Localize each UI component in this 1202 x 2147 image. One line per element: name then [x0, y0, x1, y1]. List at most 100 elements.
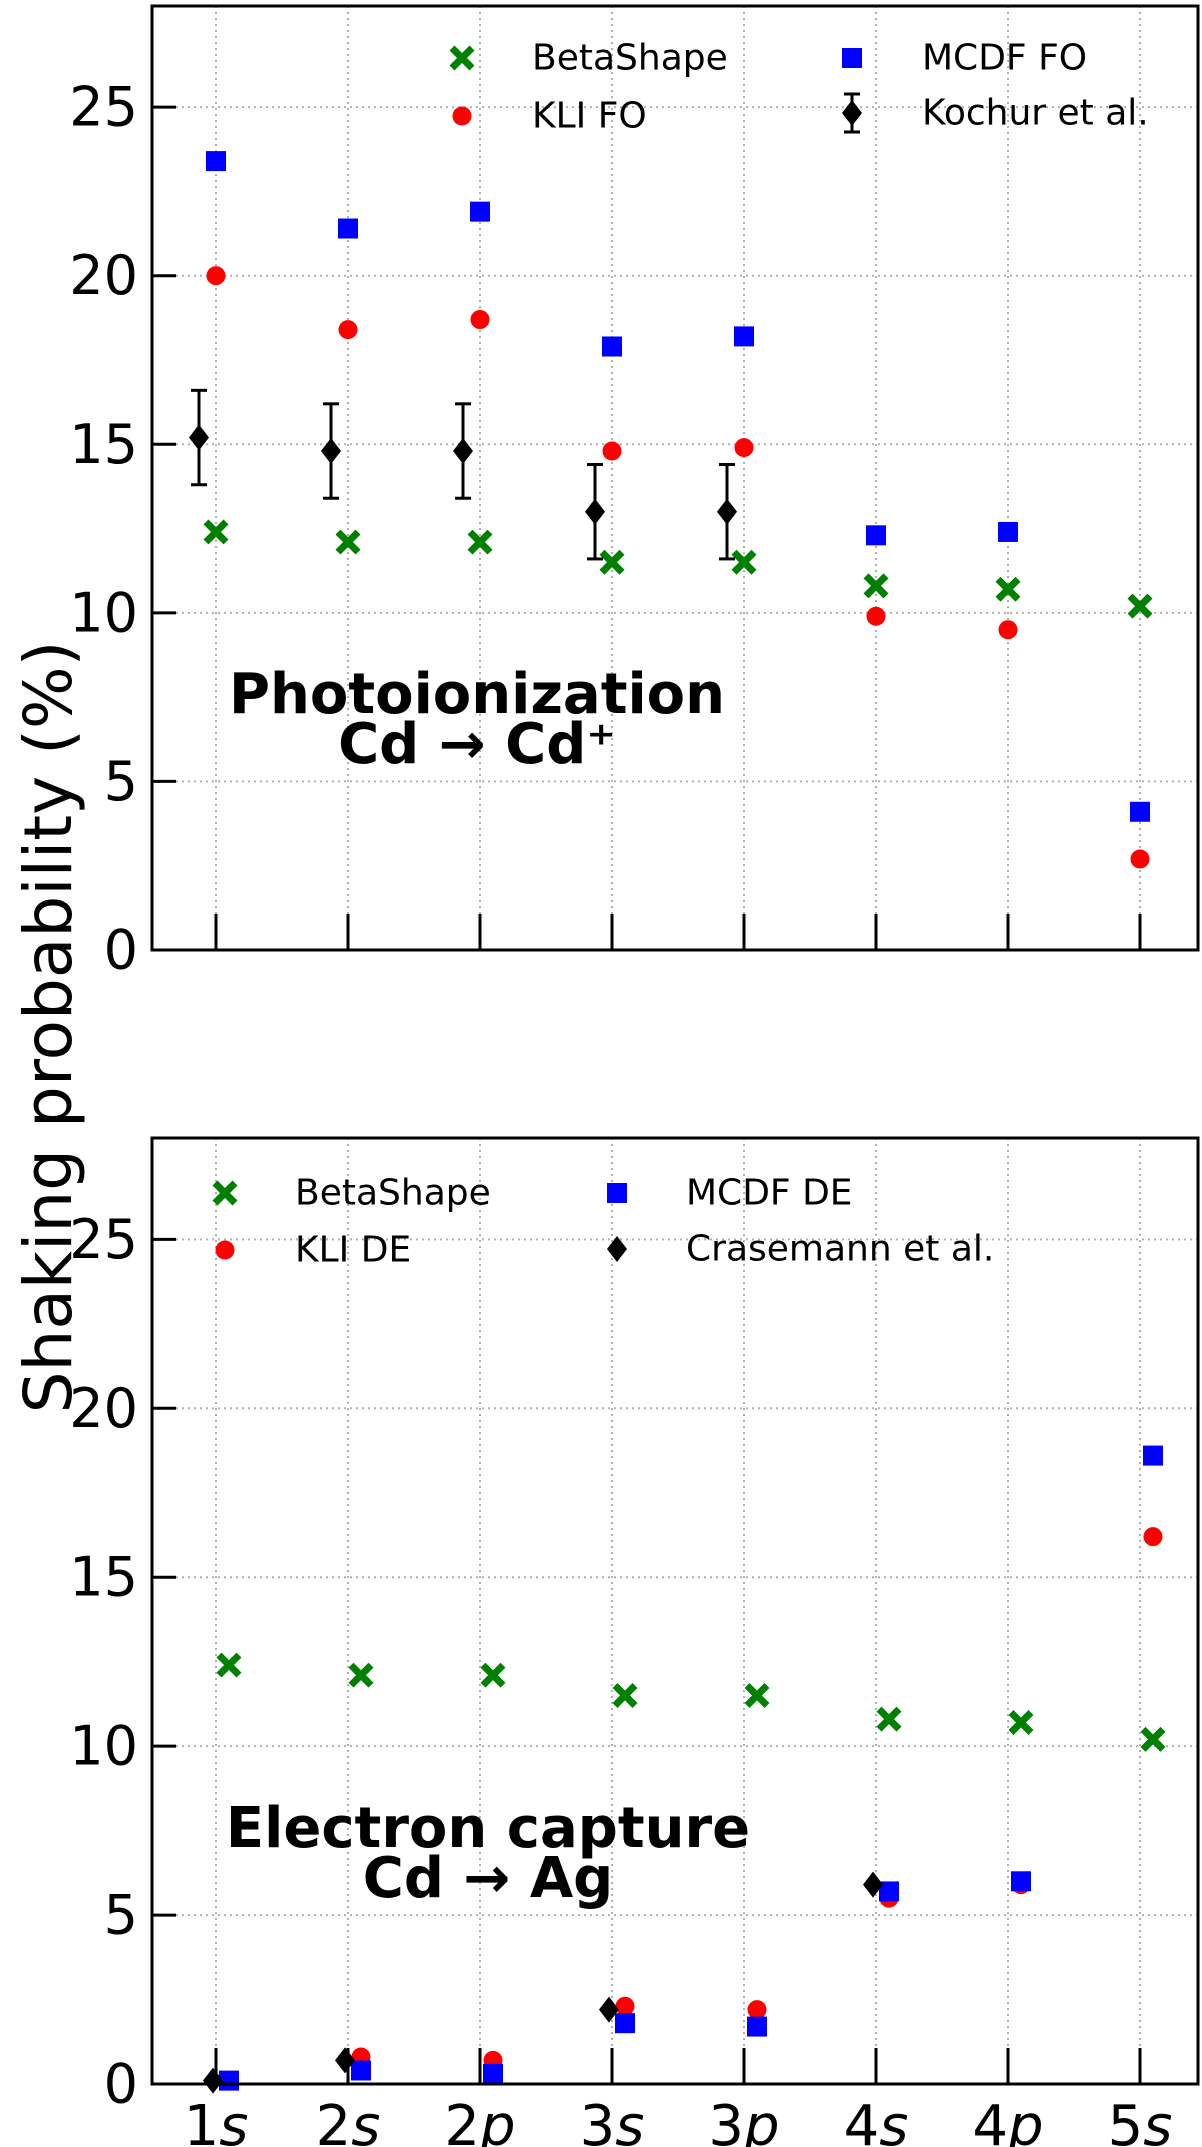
- legend-label-mcdf: MCDF FO: [922, 38, 1087, 79]
- x-tick-label: 2p: [444, 2094, 515, 2147]
- mcdf-point: [879, 1881, 899, 1902]
- legend-marker-exp: [842, 100, 862, 126]
- y-tick-label: 25: [69, 76, 138, 139]
- betashape-point: [599, 549, 625, 575]
- series-kli: [219, 1527, 1163, 2091]
- mcdf-point: [734, 326, 754, 347]
- exp-point: [717, 498, 737, 525]
- mcdf-point: [219, 2070, 239, 2091]
- kli-point: [615, 1996, 635, 2016]
- legend-marker-mcdf: [607, 1183, 627, 1203]
- exp-point: [335, 2047, 355, 2074]
- orbital-letter: s: [351, 2094, 380, 2147]
- shell-number: 2: [444, 2094, 480, 2147]
- kli-point: [734, 438, 754, 458]
- y-tick-label: 15: [69, 1546, 138, 1609]
- kli-point: [1143, 1527, 1163, 1547]
- kli-point: [602, 441, 622, 461]
- exp-point: [585, 498, 605, 525]
- mcdf-point: [615, 2013, 635, 2034]
- x-tick-label: 1s: [184, 2094, 249, 2147]
- mcdf-point: [1011, 1871, 1031, 1892]
- mcdf-point: [483, 2063, 503, 2084]
- exp-point: [863, 1871, 883, 1898]
- legend-label-betashape: BetaShape: [532, 38, 728, 79]
- y-tick-label: 10: [69, 1715, 138, 1778]
- series-mcdf: [206, 151, 1150, 822]
- shell-number: 4: [844, 2094, 880, 2147]
- y-tick-label: 20: [69, 1377, 138, 1440]
- betashape-point: [744, 1682, 770, 1708]
- plot-frame: [150, 4, 1200, 952]
- series-exp: [189, 388, 737, 561]
- exp-point: [203, 2067, 223, 2094]
- annotation-line1: Electron capture: [226, 1796, 750, 1861]
- series-betashape: [216, 1652, 1166, 1752]
- y-tick-label: 15: [69, 413, 138, 476]
- shell-number: 1: [184, 2094, 220, 2147]
- x-tick-label: 2s: [316, 2094, 381, 2147]
- kli-point: [1130, 849, 1150, 869]
- orbital-letter: p: [479, 2094, 516, 2147]
- betashape-point: [335, 529, 361, 555]
- exp-point: [599, 1996, 619, 2023]
- betashape-point: [612, 1682, 638, 1708]
- orbital-letter: p: [1007, 2094, 1044, 2147]
- kli-point: [747, 2000, 767, 2020]
- betashape-point: [203, 519, 229, 545]
- plot-frame: [150, 1136, 1200, 2086]
- x-tick-label: 3p: [708, 2094, 779, 2147]
- kli-point: [998, 620, 1018, 640]
- mcdf-point: [351, 2060, 371, 2081]
- series-mcdf: [219, 1445, 1163, 2091]
- mcdf-point: [338, 218, 358, 239]
- legend-marker-betashape: [212, 1180, 238, 1206]
- legend-label-exp: Kochur et al.: [922, 93, 1149, 134]
- betashape-point: [216, 1652, 242, 1678]
- orbital-letter: s: [219, 2094, 248, 2147]
- mcdf-point: [470, 201, 490, 222]
- series-betashape: [203, 519, 1153, 619]
- betashape-point: [1008, 1710, 1034, 1735]
- x-tick-label: 4p: [972, 2094, 1043, 2147]
- y-tick-label: 20: [69, 244, 138, 307]
- kli-point: [470, 310, 490, 330]
- y-tick-label: 0: [104, 919, 138, 982]
- orbital-letter: s: [879, 2094, 908, 2147]
- exp-point: [321, 438, 341, 465]
- kli-point: [338, 320, 358, 340]
- series-exp: [203, 1871, 883, 2094]
- shell-number: 4: [972, 2094, 1008, 2147]
- legend-marker-exp: [607, 1236, 627, 1262]
- annotation-line2: Cd → Cd⁺: [338, 712, 616, 777]
- y-axis-label: Shaking probability (%): [10, 641, 87, 1414]
- betashape-point: [876, 1706, 902, 1732]
- betashape-point: [995, 576, 1021, 602]
- legend-label-kli: KLI FO: [532, 96, 647, 137]
- mcdf-point: [1130, 801, 1150, 822]
- x-tick-label: 4s: [844, 2094, 909, 2147]
- mcdf-point: [998, 521, 1018, 542]
- annotation-line2: Cd → Ag: [363, 1846, 614, 1911]
- kli-point: [206, 266, 226, 286]
- series-kli: [206, 266, 1150, 869]
- exp-point: [453, 438, 473, 465]
- legend-label-exp: Crasemann et al.: [686, 1229, 994, 1270]
- shell-number: 3: [708, 2094, 744, 2147]
- mcdf-point: [747, 2016, 767, 2037]
- shell-number: 2: [316, 2094, 352, 2147]
- orbital-letter: p: [743, 2094, 780, 2147]
- legend-label-kli: KLI DE: [295, 1230, 411, 1271]
- orbital-letter: s: [1143, 2094, 1172, 2147]
- legend-marker-kli: [215, 1240, 235, 1260]
- orbital-letter: s: [615, 2094, 644, 2147]
- betashape-point: [480, 1662, 506, 1688]
- mcdf-point: [206, 151, 226, 172]
- annotation-line1: Photoionization: [229, 662, 725, 727]
- mcdf-point: [602, 336, 622, 357]
- shell-number: 3: [580, 2094, 616, 2147]
- shell-number: 5: [1108, 2094, 1144, 2147]
- betashape-point: [1140, 1726, 1166, 1752]
- x-tick-label: 3s: [580, 2094, 645, 2147]
